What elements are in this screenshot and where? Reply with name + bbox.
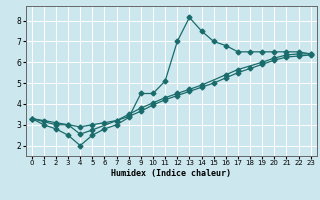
X-axis label: Humidex (Indice chaleur): Humidex (Indice chaleur)	[111, 169, 231, 178]
